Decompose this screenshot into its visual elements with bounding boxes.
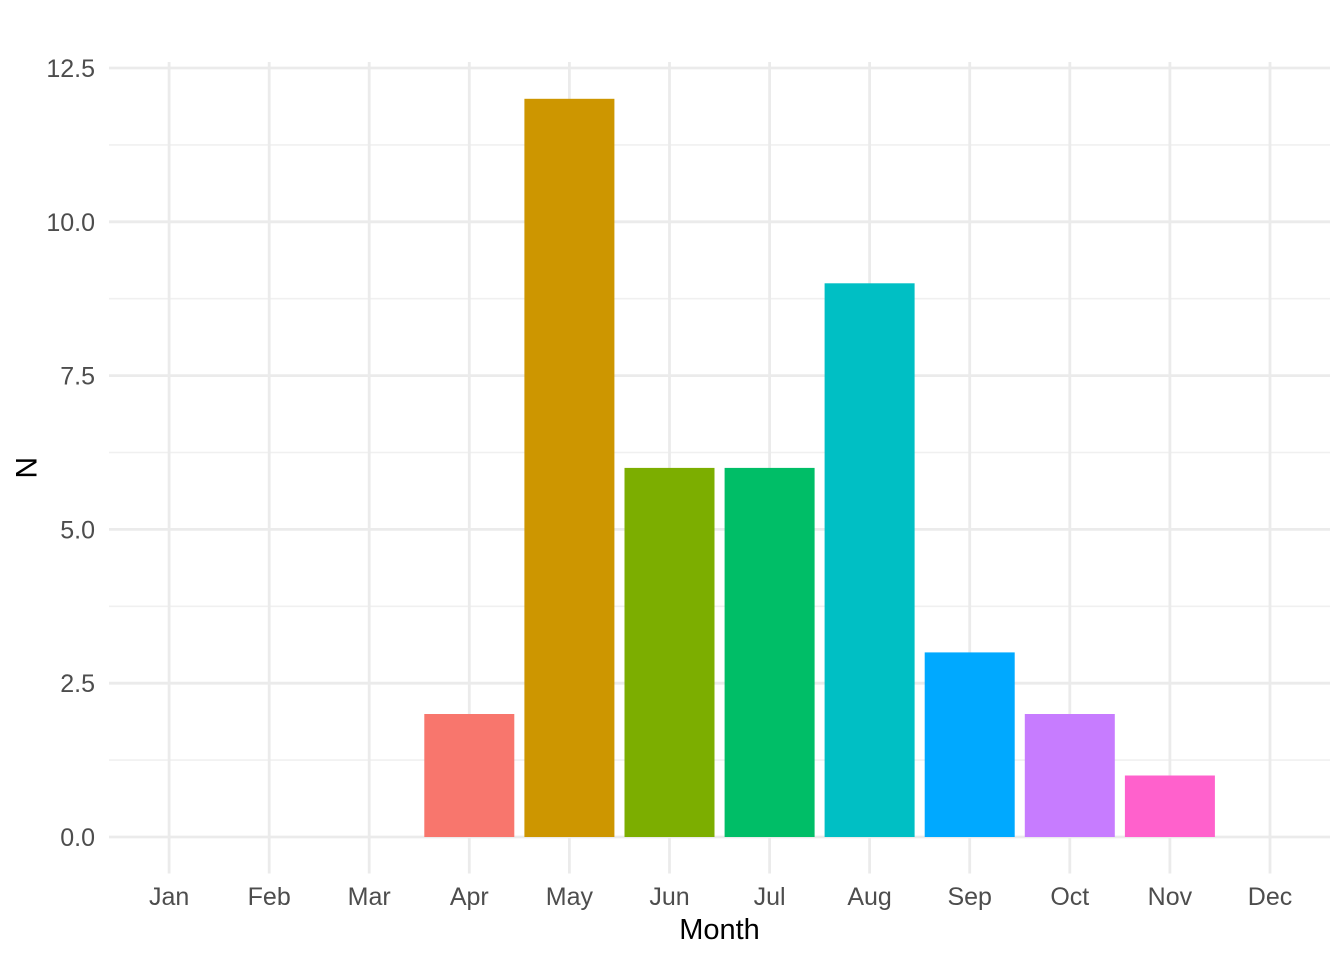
svg-text:Feb: Feb [248, 883, 291, 911]
svg-text:Jan: Jan [149, 883, 189, 911]
svg-text:Month: Month [679, 914, 760, 946]
svg-text:10.0: 10.0 [46, 209, 95, 237]
svg-text:Aug: Aug [847, 883, 891, 911]
svg-text:Jun: Jun [649, 883, 689, 911]
svg-text:7.5: 7.5 [60, 363, 95, 391]
svg-text:Sep: Sep [947, 883, 991, 911]
svg-text:May: May [546, 883, 594, 911]
svg-text:12.5: 12.5 [46, 55, 95, 83]
svg-text:2.5: 2.5 [60, 670, 95, 698]
svg-text:Jul: Jul [754, 883, 786, 911]
svg-text:Oct: Oct [1050, 883, 1089, 911]
svg-text:Apr: Apr [450, 883, 489, 911]
svg-text:Dec: Dec [1248, 883, 1292, 911]
svg-text:N: N [11, 457, 44, 479]
svg-text:Mar: Mar [348, 883, 391, 911]
svg-text:5.0: 5.0 [60, 516, 95, 544]
svg-text:0.0: 0.0 [60, 824, 95, 852]
svg-text:Nov: Nov [1148, 883, 1193, 911]
